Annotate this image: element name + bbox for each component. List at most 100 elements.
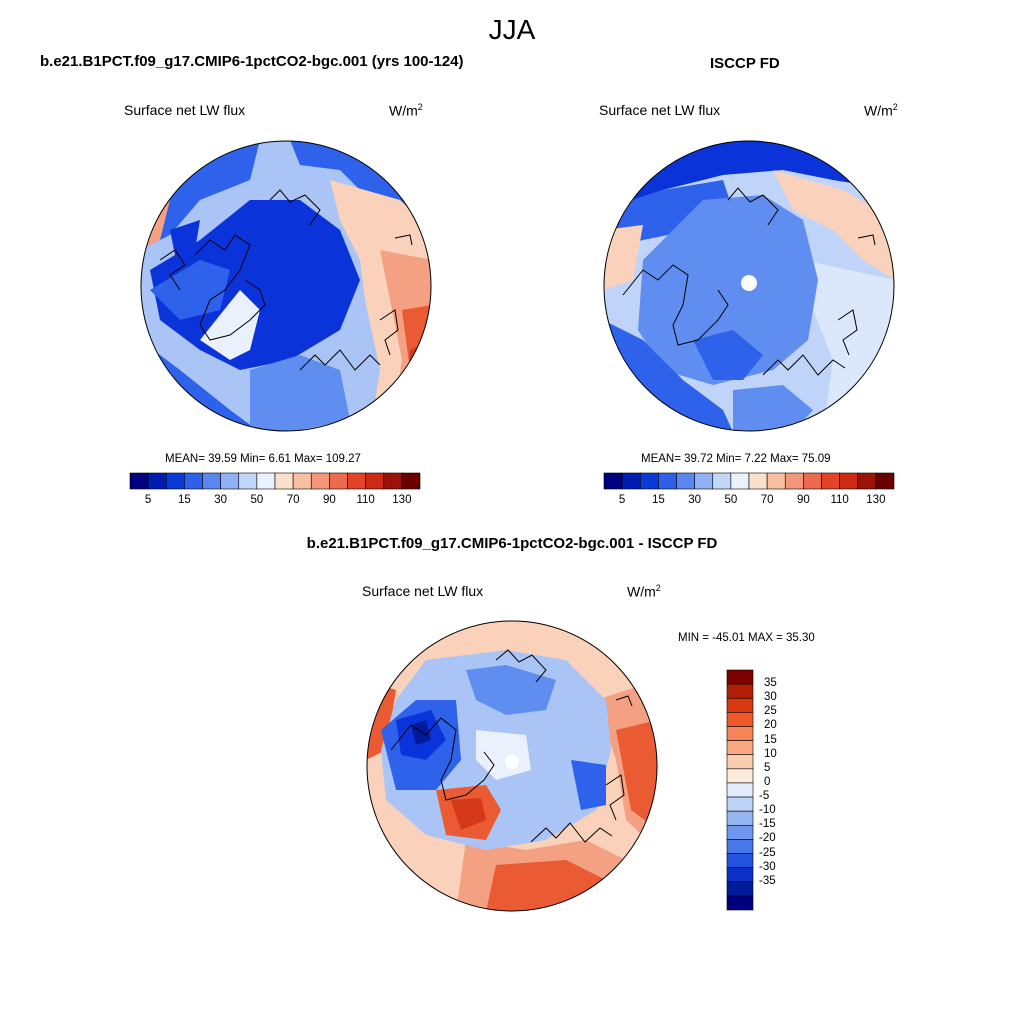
colorbar-swatch bbox=[238, 472, 258, 490]
colorbar-swatch bbox=[784, 472, 804, 490]
colorbar-tick-label: 5 bbox=[144, 494, 152, 506]
panel2-header: ISCCP FD bbox=[710, 55, 780, 72]
panel2-subtitle: Surface net LW flux bbox=[599, 102, 721, 118]
colorbar-tick-label: 70 bbox=[286, 494, 300, 506]
colorbar-tick-label: -35 bbox=[759, 874, 776, 887]
colorbar-swatch bbox=[220, 472, 240, 490]
colorbar-swatch bbox=[875, 472, 895, 490]
colorbar-swatch bbox=[658, 472, 677, 490]
colorbar-tick-label: 15 bbox=[177, 494, 191, 506]
colorbar-tick-label: 5 bbox=[618, 494, 626, 506]
colorbar-swatch bbox=[730, 472, 750, 490]
colorbar-swatch bbox=[347, 472, 366, 490]
colorbar-tick-label: 90 bbox=[796, 494, 810, 506]
colorbar-tick-label: 15 bbox=[651, 494, 665, 506]
colorbar-swatch bbox=[857, 472, 877, 490]
figure-title: JJA bbox=[488, 14, 536, 45]
colorbar-swatch bbox=[165, 472, 185, 490]
colorbar-tick-label: 30 bbox=[688, 494, 702, 506]
colorbar-tick-label: 130 bbox=[866, 494, 886, 506]
colorbar-tick-label: 20 bbox=[764, 719, 777, 732]
colorbar-swatch bbox=[726, 754, 754, 770]
colorbar-tick-label: -25 bbox=[759, 846, 776, 859]
panel3-stats: MIN = -45.01 MAX = 35.30 bbox=[678, 632, 815, 644]
panel1-stats: MEAN= 39.59 Min= 6.61 Max= 109.27 bbox=[165, 453, 361, 465]
colorbar-swatch bbox=[329, 472, 348, 490]
colorbar-swatch bbox=[202, 472, 221, 490]
colorbar-swatch bbox=[310, 472, 330, 490]
colorbar-swatch bbox=[726, 796, 754, 812]
colorbar-tick-label: 50 bbox=[724, 494, 738, 506]
colorbar-swatch bbox=[726, 669, 754, 685]
colorbar-swatch bbox=[726, 740, 754, 756]
colorbar-tick-label: 10 bbox=[764, 747, 777, 760]
colorbar-swatch bbox=[726, 782, 754, 798]
colorbar-swatch bbox=[129, 472, 149, 490]
colorbar-swatch bbox=[726, 768, 754, 784]
panel3-units: W/m2 bbox=[627, 583, 661, 600]
panel1-header: b.e21.B1PCT.f09_g17.CMIP6-1pctCO2-bgc.00… bbox=[40, 53, 464, 70]
colorbar-tick-label: 30 bbox=[214, 494, 228, 506]
colorbar-tick-label: -20 bbox=[759, 832, 776, 845]
colorbar-swatch bbox=[803, 472, 822, 490]
panel3-colorbar-labels: 35 30 25 20 15 10 5 0 -5 -10 -15 -20 -25 -30 -35 bbox=[759, 670, 799, 910]
colorbar-tick-label: 0 bbox=[764, 775, 771, 788]
colorbar-swatch bbox=[712, 472, 732, 490]
colorbar-swatch bbox=[274, 472, 294, 490]
panel2-map bbox=[603, 140, 895, 432]
colorbar-tick-label: 30 bbox=[764, 691, 777, 704]
colorbar-tick-label: 110 bbox=[356, 494, 375, 506]
panel1-subtitle: Surface net LW flux bbox=[124, 102, 246, 118]
colorbar-swatch bbox=[839, 472, 859, 490]
panel1-colorbar-labels: 5 15 30 50 70 90 110 130 bbox=[130, 494, 420, 508]
colorbar-swatch bbox=[726, 697, 754, 713]
colorbar-swatch bbox=[365, 472, 385, 490]
colorbar-swatch bbox=[726, 853, 754, 868]
colorbar-tick-label: -10 bbox=[759, 804, 776, 817]
panel1-units: W/m2 bbox=[389, 102, 423, 119]
colorbar-tick-label: 130 bbox=[392, 494, 412, 506]
colorbar-swatch bbox=[147, 472, 167, 490]
colorbar-swatch bbox=[603, 472, 623, 490]
panel2-colorbar-labels: 5 15 30 50 70 90 110 130 bbox=[604, 494, 894, 508]
panel3-colorbar bbox=[726, 669, 754, 911]
colorbar-swatch bbox=[766, 472, 786, 490]
colorbar-swatch bbox=[726, 726, 754, 741]
colorbar-swatch bbox=[726, 867, 754, 883]
panel2-colorbar bbox=[603, 472, 895, 490]
colorbar-tick-label: 110 bbox=[830, 494, 849, 506]
colorbar-swatch bbox=[383, 472, 403, 490]
colorbar-swatch bbox=[256, 472, 276, 490]
colorbar-swatch bbox=[821, 472, 840, 490]
colorbar-swatch bbox=[694, 472, 714, 490]
panel2-stats: MEAN= 39.72 Min= 7.22 Max= 75.09 bbox=[641, 453, 831, 465]
colorbar-tick-label: -5 bbox=[759, 790, 770, 803]
colorbar-swatch bbox=[726, 810, 754, 826]
panel2-units: W/m2 bbox=[864, 102, 898, 119]
colorbar-tick-label: -30 bbox=[759, 860, 776, 873]
colorbar-tick-label: 35 bbox=[764, 677, 777, 690]
panel1-map bbox=[140, 140, 432, 432]
colorbar-swatch bbox=[184, 472, 203, 490]
panel3-header: b.e21.B1PCT.f09_g17.CMIP6-1pctCO2-bgc.00… bbox=[306, 535, 718, 552]
colorbar-swatch bbox=[726, 895, 754, 911]
colorbar-swatch bbox=[726, 881, 754, 897]
colorbar-swatch bbox=[292, 472, 312, 490]
colorbar-tick-label: 50 bbox=[250, 494, 264, 506]
colorbar-swatch bbox=[639, 472, 659, 490]
panel3-subtitle: Surface net LW flux bbox=[362, 583, 484, 599]
colorbar-tick-label: 70 bbox=[760, 494, 774, 506]
colorbar-tick-label: -15 bbox=[759, 818, 776, 831]
colorbar-swatch bbox=[726, 824, 754, 840]
panel1-colorbar bbox=[129, 472, 421, 490]
colorbar-swatch bbox=[726, 683, 754, 699]
colorbar-swatch bbox=[621, 472, 641, 490]
colorbar-swatch bbox=[401, 472, 421, 490]
colorbar-tick-label: 15 bbox=[764, 733, 777, 746]
colorbar-tick-label: 90 bbox=[322, 494, 336, 506]
colorbar-swatch bbox=[726, 712, 754, 727]
colorbar-tick-label: 25 bbox=[764, 705, 777, 718]
panel3-map bbox=[366, 620, 658, 912]
colorbar-swatch bbox=[726, 839, 754, 854]
colorbar-swatch bbox=[748, 472, 768, 490]
